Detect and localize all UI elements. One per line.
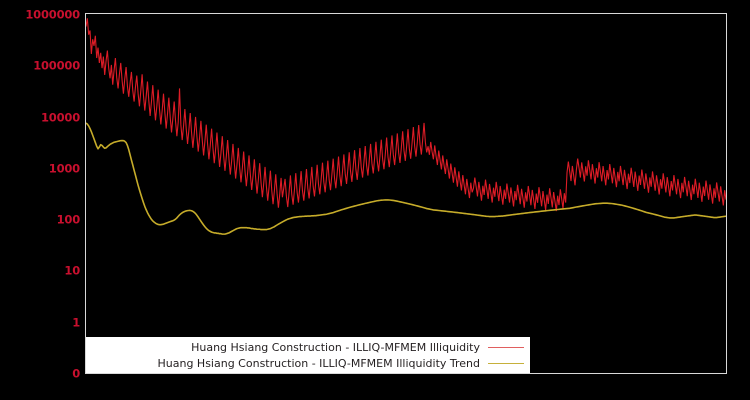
illiquidity-series-line bbox=[86, 18, 726, 211]
y-tick-label: 1000000 bbox=[25, 7, 80, 22]
legend-label-trend: Huang Hsiang Construction - ILLIQ-MFMEM … bbox=[157, 356, 481, 370]
illiquidity-trend-line bbox=[86, 123, 726, 234]
y-tick-label: 10000 bbox=[40, 110, 80, 125]
chart-legend: Huang Hsiang Construction - ILLIQ-MFMEM … bbox=[86, 337, 530, 373]
trend-line-swatch bbox=[488, 362, 524, 364]
legend-label-series: Huang Hsiang Construction - ILLIQ-MFMEM … bbox=[191, 340, 480, 354]
y-tick-label: 100 bbox=[56, 212, 81, 227]
y-tick-label: 100000 bbox=[33, 58, 80, 73]
y-tick-label: 1 bbox=[72, 315, 80, 330]
chart-canvas bbox=[86, 14, 726, 373]
legend-entry-trend: Huang Hsiang Construction - ILLIQ-MFMEM … bbox=[86, 355, 530, 371]
y-tick-label: 10 bbox=[64, 263, 80, 278]
legend-entry-series: Huang Hsiang Construction - ILLIQ-MFMEM … bbox=[86, 339, 530, 355]
y-tick-label: 1000 bbox=[48, 161, 80, 176]
y-tick-label: 0 bbox=[72, 366, 80, 381]
series-line-swatch bbox=[488, 346, 524, 348]
plot-area bbox=[85, 13, 727, 374]
